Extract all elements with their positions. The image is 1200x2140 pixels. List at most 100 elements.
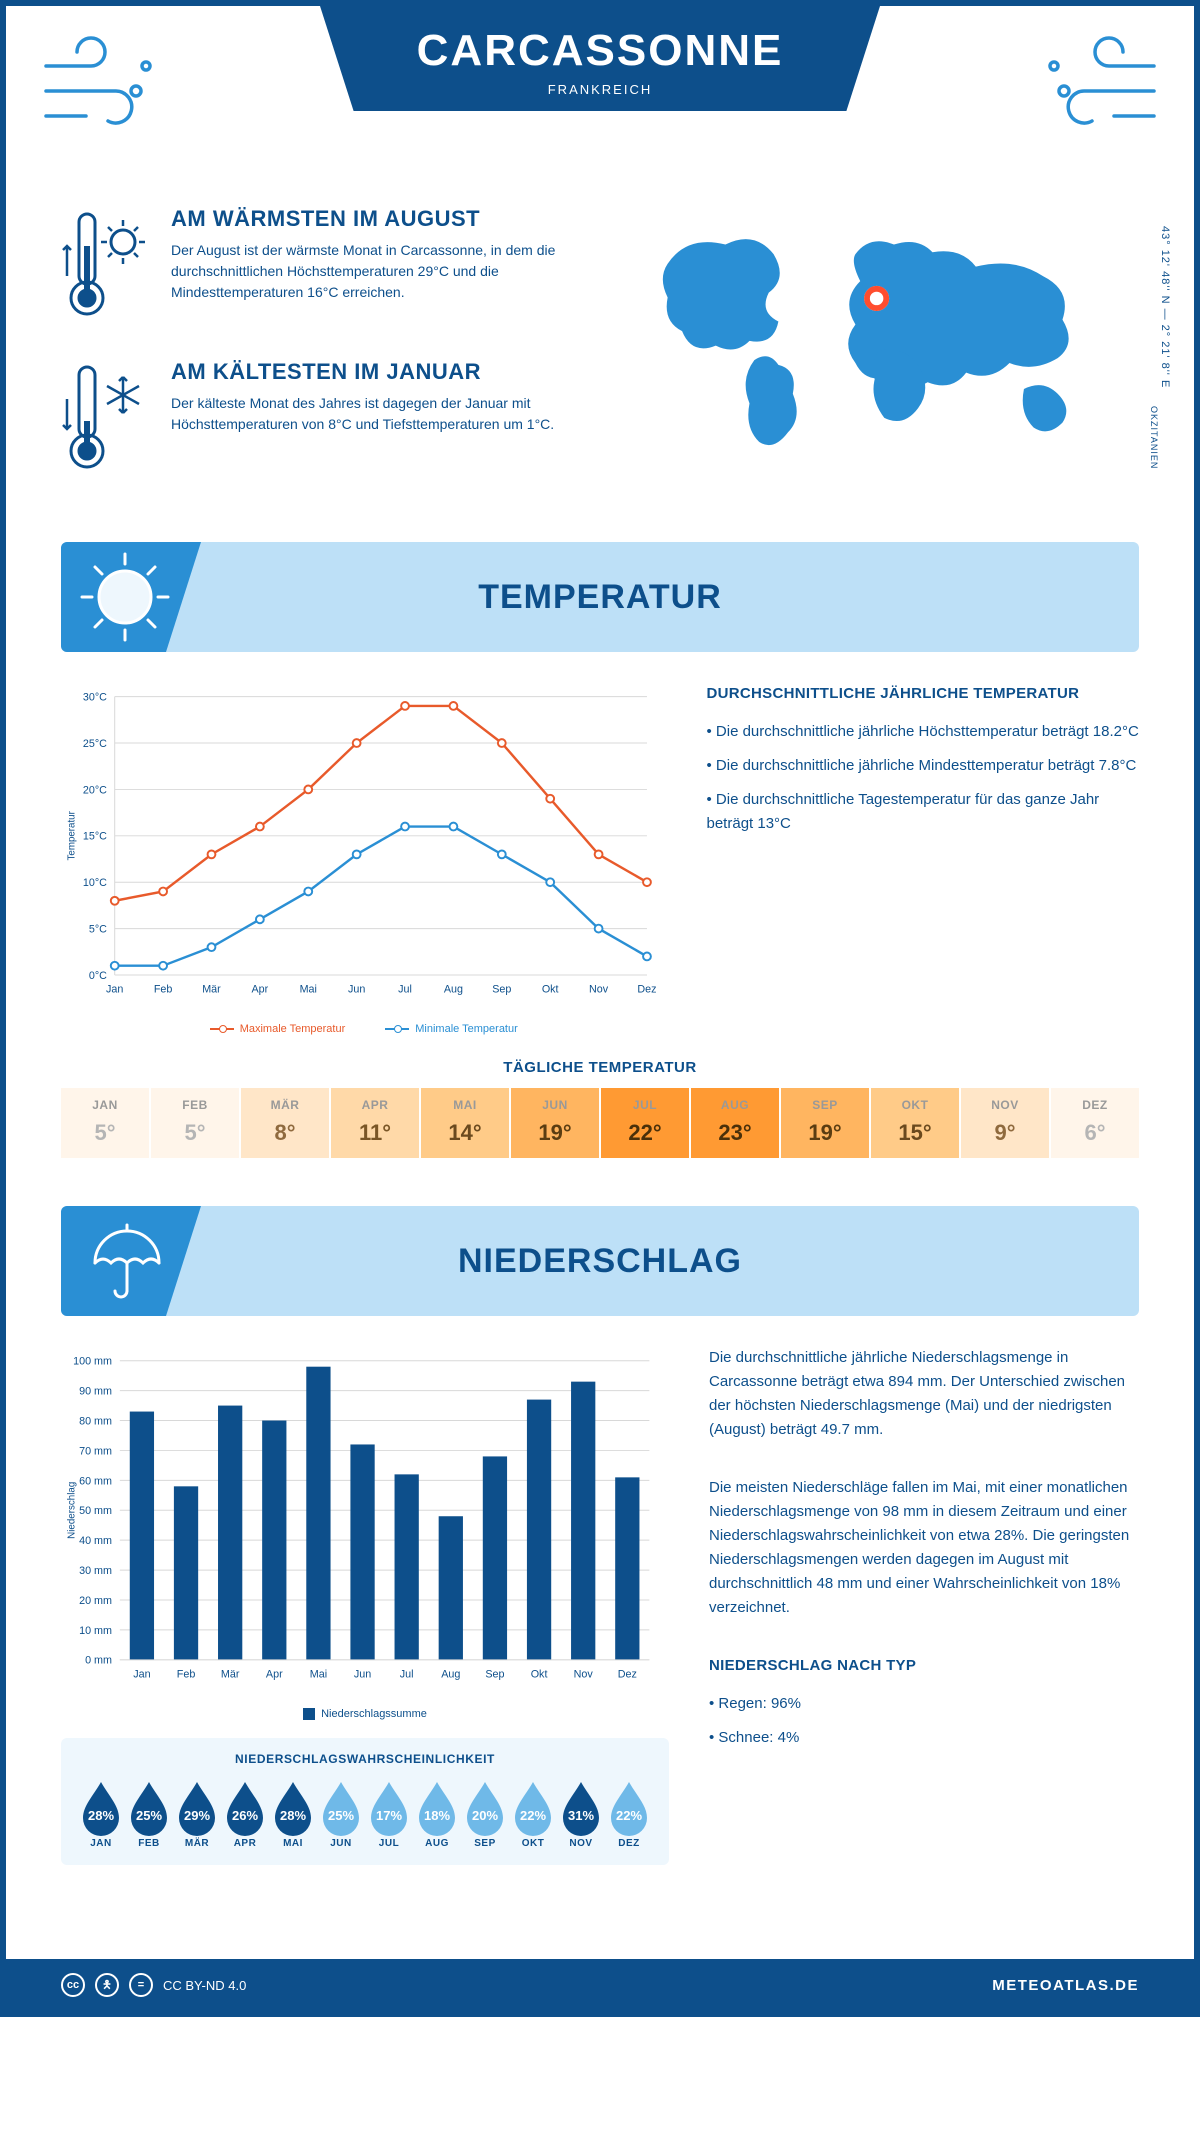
precip-drop: 28% JAN [79, 1778, 123, 1849]
svg-text:20%: 20% [472, 1808, 498, 1823]
daily-temp-cell: JUL22° [601, 1088, 689, 1158]
svg-text:Nov: Nov [589, 984, 609, 996]
svg-text:Mär: Mär [221, 1669, 240, 1681]
svg-text:Aug: Aug [444, 984, 463, 996]
precip-type-snow: • Schnee: 4% [709, 1726, 1139, 1750]
footer: cc 🯅 = CC BY-ND 4.0 METEOATLAS.DE [6, 1959, 1194, 2011]
country-subtitle: FRANKREICH [400, 82, 800, 97]
svg-text:Mai: Mai [310, 1669, 327, 1681]
title-banner: CARCASSONNE FRANKREICH [320, 6, 880, 111]
svg-text:Apr: Apr [266, 1669, 283, 1681]
svg-text:Apr: Apr [252, 984, 269, 996]
daily-temp-cell: SEP19° [781, 1088, 869, 1158]
legend-max: Maximale Temperatur [240, 1023, 346, 1035]
sun-icon [61, 542, 201, 652]
daily-temp-grid: JAN5°FEB5°MÄR8°APR11°MAI14°JUN19°JUL22°A… [61, 1088, 1139, 1158]
precip-banner: NIEDERSCHLAG [61, 1206, 1139, 1316]
daily-temp-title: TÄGLICHE TEMPERATUR [61, 1059, 1139, 1076]
license-text: CC BY-ND 4.0 [163, 1978, 246, 1993]
svg-text:28%: 28% [280, 1808, 306, 1823]
umbrella-icon [61, 1206, 201, 1316]
svg-text:90 mm: 90 mm [79, 1386, 112, 1398]
wind-icon [1034, 36, 1164, 146]
coldest-text: Der kälteste Monat des Jahres ist dagege… [171, 393, 580, 435]
wind-icon [36, 36, 166, 146]
precip-type-rain: • Regen: 96% [709, 1692, 1139, 1716]
svg-text:25%: 25% [136, 1808, 162, 1823]
daily-temp-cell: DEZ6° [1051, 1088, 1139, 1158]
svg-text:Jun: Jun [348, 984, 365, 996]
temp-info-b1: • Die durchschnittliche jährliche Höchst… [707, 720, 1140, 744]
svg-text:Mai: Mai [300, 984, 317, 996]
warmest-title: AM WÄRMSTEN IM AUGUST [171, 206, 580, 232]
svg-text:5°C: 5°C [89, 924, 107, 936]
daily-temp-cell: MÄR8° [241, 1088, 329, 1158]
svg-text:18%: 18% [424, 1808, 450, 1823]
daily-temp-cell: JAN5° [61, 1088, 149, 1158]
temp-line-chart: 0°C5°C10°C15°C20°C25°C30°CJanFebMärAprMa… [61, 682, 667, 1035]
footer-site: METEOATLAS.DE [992, 1977, 1139, 1994]
svg-text:29%: 29% [184, 1808, 210, 1823]
temp-banner: TEMPERATUR [61, 542, 1139, 652]
svg-text:Temperatur: Temperatur [67, 810, 78, 860]
svg-text:Feb: Feb [177, 1669, 196, 1681]
daily-temp-cell: FEB5° [151, 1088, 239, 1158]
svg-text:25°C: 25°C [83, 738, 107, 750]
precip-drop: 25% JUN [319, 1778, 363, 1849]
precip-legend: Niederschlagssumme [321, 1708, 427, 1720]
warmest-text: Der August ist der wärmste Monat in Carc… [171, 240, 580, 303]
temp-info-title: DURCHSCHNITTLICHE JÄHRLICHE TEMPERATUR [707, 682, 1140, 706]
svg-text:Sep: Sep [492, 984, 511, 996]
temp-info-b2: • Die durchschnittliche jährliche Mindes… [707, 754, 1140, 778]
svg-text:80 mm: 80 mm [79, 1415, 112, 1427]
svg-text:50 mm: 50 mm [79, 1505, 112, 1517]
precip-drop: 29% MÄR [175, 1778, 219, 1849]
precip-drop: 31% NOV [559, 1778, 603, 1849]
city-title: CARCASSONNE [400, 26, 800, 76]
svg-text:10 mm: 10 mm [79, 1625, 112, 1637]
thermometer-cold-icon [61, 359, 151, 484]
svg-text:Okt: Okt [531, 1669, 548, 1681]
daily-temp-cell: JUN19° [511, 1088, 599, 1158]
region-text: OKZITANIEN [1149, 406, 1159, 469]
precip-type-title: NIEDERSCHLAG NACH TYP [709, 1654, 1139, 1678]
precip-bar-chart: 0 mm10 mm20 mm30 mm40 mm50 mm60 mm70 mm8… [61, 1346, 669, 1865]
daily-temp-cell: NOV9° [961, 1088, 1049, 1158]
precip-drop: 20% SEP [463, 1778, 507, 1849]
svg-text:Okt: Okt [542, 984, 559, 996]
svg-text:70 mm: 70 mm [79, 1445, 112, 1457]
svg-text:22%: 22% [616, 1808, 642, 1823]
precip-p1: Die durchschnittliche jährliche Niedersc… [709, 1346, 1139, 1442]
svg-text:Feb: Feb [154, 984, 173, 996]
svg-text:Dez: Dez [637, 984, 656, 996]
svg-text:100 mm: 100 mm [73, 1356, 112, 1368]
precip-p2: Die meisten Niederschläge fallen im Mai,… [709, 1476, 1139, 1620]
precip-drop: 26% APR [223, 1778, 267, 1849]
daily-temp-cell: OKT15° [871, 1088, 959, 1158]
cc-icon: cc [61, 1973, 85, 1997]
svg-text:Jan: Jan [106, 984, 123, 996]
svg-text:Nov: Nov [574, 1669, 594, 1681]
precip-drop: 28% MAI [271, 1778, 315, 1849]
nd-icon: = [129, 1973, 153, 1997]
svg-text:Jan: Jan [133, 1669, 150, 1681]
coords-text: 43° 12' 48'' N — 2° 21' 8'' E [1159, 226, 1171, 388]
svg-text:15°C: 15°C [83, 831, 107, 843]
precip-prob-title: NIEDERSCHLAGSWAHRSCHEINLICHKEIT [79, 1752, 651, 1766]
precip-prob-panel: NIEDERSCHLAGSWAHRSCHEINLICHKEIT 28% JAN … [61, 1738, 669, 1865]
header: CARCASSONNE FRANKREICH [6, 6, 1194, 186]
coldest-block: AM KÄLTESTEN IM JANUAR Der kälteste Mona… [61, 359, 580, 484]
svg-text:25%: 25% [328, 1808, 354, 1823]
svg-text:Dez: Dez [618, 1669, 637, 1681]
thermometer-hot-icon [61, 206, 151, 331]
svg-text:Jun: Jun [354, 1669, 371, 1681]
precip-drop: 25% FEB [127, 1778, 171, 1849]
svg-text:Niederschlag: Niederschlag [67, 1482, 78, 1539]
svg-text:0°C: 0°C [89, 970, 107, 982]
svg-text:Aug: Aug [441, 1669, 460, 1681]
svg-text:20°C: 20°C [83, 784, 107, 796]
world-map: 43° 12' 48'' N — 2° 21' 8'' E OKZITANIEN [620, 206, 1139, 512]
by-icon: 🯅 [95, 1973, 119, 1997]
daily-temp-cell: APR11° [331, 1088, 419, 1158]
svg-text:Jul: Jul [398, 984, 412, 996]
